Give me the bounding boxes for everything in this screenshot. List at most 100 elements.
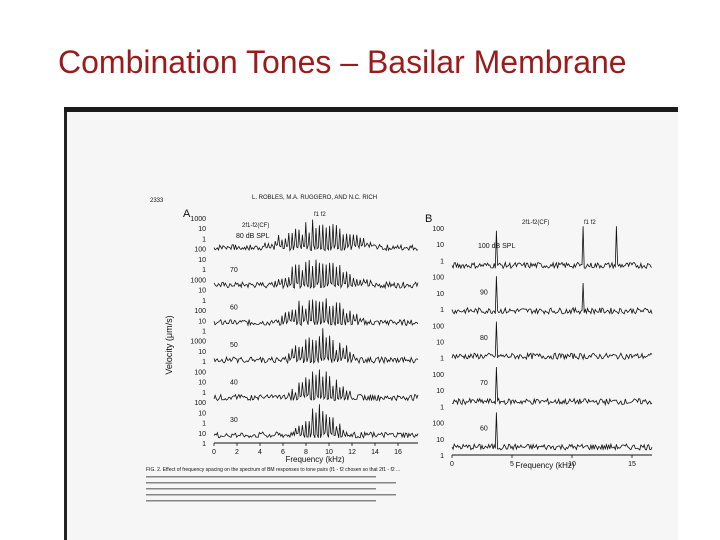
running-head: L. ROBLES, M.A. RUGGERO, AND N.C. RICH xyxy=(252,195,377,201)
figure-caption-lines xyxy=(146,476,396,502)
y-tick-label: 100 xyxy=(432,372,444,379)
y-tick-label: 10 xyxy=(198,431,206,438)
level-label: 50 xyxy=(230,342,238,349)
y-tick-label: 1000 xyxy=(190,277,206,284)
y-tick-label: 1 xyxy=(202,298,206,305)
y-tick-label: 1 xyxy=(202,329,206,336)
page-number: 2333 xyxy=(150,198,164,204)
y-tick-label: 1 xyxy=(440,258,444,265)
y-tick-label: 100 xyxy=(194,369,206,376)
y-tick-label: 1 xyxy=(202,421,206,428)
y-tick-label: 100 xyxy=(194,400,206,407)
x-tick-label: 10 xyxy=(568,461,576,468)
x-tick-label: 16 xyxy=(394,449,402,456)
y-tick-label: 10 xyxy=(198,226,206,233)
spectrum-trace xyxy=(213,369,419,403)
panel-b-x-label: Frequency (kHz) xyxy=(515,461,574,470)
panel-b-y-ticks: 100 10 1 100 10 1 100 10 1 100 10 1 100 10 1 xyxy=(432,226,444,460)
y-tick-label: 1 xyxy=(202,236,206,243)
scan-edge-shadow xyxy=(64,112,67,540)
y-tick-label: 10 xyxy=(436,388,444,395)
panel-a-spectra xyxy=(213,219,419,439)
y-tick-label: 10 xyxy=(198,380,206,387)
y-tick-label: 10 xyxy=(198,410,206,417)
y-tick-label: 1 xyxy=(440,356,444,363)
y-tick-label: 100 xyxy=(432,226,444,233)
panel-b-x-ticks: 0 5 10 15 xyxy=(450,455,636,468)
y-tick-label: 100 xyxy=(432,275,444,282)
y-tick-label: 100 xyxy=(194,247,206,254)
title-underline xyxy=(64,107,678,112)
y-tick-label: 1 xyxy=(440,404,444,411)
level-label: 30 xyxy=(230,417,238,424)
panel-a-label: A xyxy=(183,208,191,220)
y-tick-label: 1 xyxy=(202,267,206,274)
y-tick-label: 1 xyxy=(202,441,206,448)
level-label: 60 xyxy=(480,426,488,433)
x-tick-label: 15 xyxy=(628,461,636,468)
spectrum-trace xyxy=(213,259,419,290)
panel-b-label: B xyxy=(425,213,432,225)
level-label: 70 xyxy=(230,267,238,274)
panel-a-cf-label: 2f1-f2(CF) xyxy=(242,223,269,229)
panel-b-peak-label: f1 f2 xyxy=(584,220,596,226)
y-tick-label: 100 xyxy=(432,421,444,428)
y-tick-label: 100 xyxy=(432,323,444,330)
level-label: 90 xyxy=(480,289,488,296)
y-tick-label: 1 xyxy=(202,390,206,397)
y-tick-label: 10 xyxy=(436,340,444,347)
level-label: 80 xyxy=(480,335,488,342)
x-tick-label: 2 xyxy=(235,449,239,456)
y-tick-label: 10 xyxy=(436,291,444,298)
caption-line xyxy=(146,500,376,502)
y-axis-label: Velocity (μm/s) xyxy=(164,315,174,374)
spectrum-trace xyxy=(213,328,419,365)
y-tick-label: 1 xyxy=(202,359,206,366)
slide-title: Combination Tones – Basilar Membrane xyxy=(58,44,627,80)
panel-a-x-ticks: 0 2 4 6 8 10 12 14 16 xyxy=(212,443,402,456)
x-tick-label: 6 xyxy=(281,449,285,456)
spectrum-trace xyxy=(451,276,653,316)
x-tick-label: 5 xyxy=(510,461,514,468)
y-tick-label: 10 xyxy=(436,437,444,444)
y-tick-label: 10 xyxy=(198,257,206,264)
panel-a-y-ticks: 1000 10 1 100 10 1 1000 10 1 100 10 1 1000 10 1 100 10 1 1… xyxy=(190,216,206,448)
caption-line xyxy=(146,494,396,496)
panel-a-x-label: Frequency (kHz) xyxy=(285,455,344,464)
caption-line xyxy=(146,488,376,490)
x-tick-label: 8 xyxy=(304,449,308,456)
y-tick-label: 10 xyxy=(198,318,206,325)
level-label: 60 xyxy=(230,305,238,312)
x-tick-label: 10 xyxy=(325,449,333,456)
y-tick-label: 10 xyxy=(198,288,206,295)
spectrum-trace xyxy=(451,412,653,451)
caption-line xyxy=(146,482,396,484)
panel-b-level-labels: 90 80 70 60 xyxy=(480,289,488,432)
level-label: 70 xyxy=(480,380,488,387)
spectrum-trace xyxy=(213,298,419,327)
spectrum-trace xyxy=(451,366,653,407)
spectrum-trace xyxy=(451,321,653,361)
x-tick-label: 12 xyxy=(348,449,356,456)
x-tick-label: 0 xyxy=(212,449,216,456)
caption-line xyxy=(146,476,376,478)
spectrum-trace xyxy=(213,404,419,439)
y-tick-label: 1000 xyxy=(190,339,206,346)
figure-caption: FIG. 2. Effect of frequency spacing on t… xyxy=(146,467,400,473)
panel-b-spectra xyxy=(451,226,653,451)
level-label: 40 xyxy=(230,380,238,387)
panel-a-level-labels: 70 60 50 40 30 xyxy=(230,267,238,424)
y-tick-label: 1000 xyxy=(190,216,206,223)
y-tick-label: 1 xyxy=(440,307,444,314)
spectrum-trace xyxy=(213,219,419,252)
y-tick-label: 1 xyxy=(440,453,444,460)
panel-a-peak-label: f1 f2 xyxy=(314,212,326,218)
panel-b-cf-label: 2f1-f2(CF) xyxy=(522,220,549,226)
scanned-figure-background xyxy=(64,112,678,540)
x-tick-label: 4 xyxy=(258,449,262,456)
y-tick-label: 100 xyxy=(194,308,206,315)
spectrum-trace xyxy=(451,226,653,270)
x-tick-label: 0 xyxy=(450,461,454,468)
y-tick-label: 10 xyxy=(436,242,444,249)
